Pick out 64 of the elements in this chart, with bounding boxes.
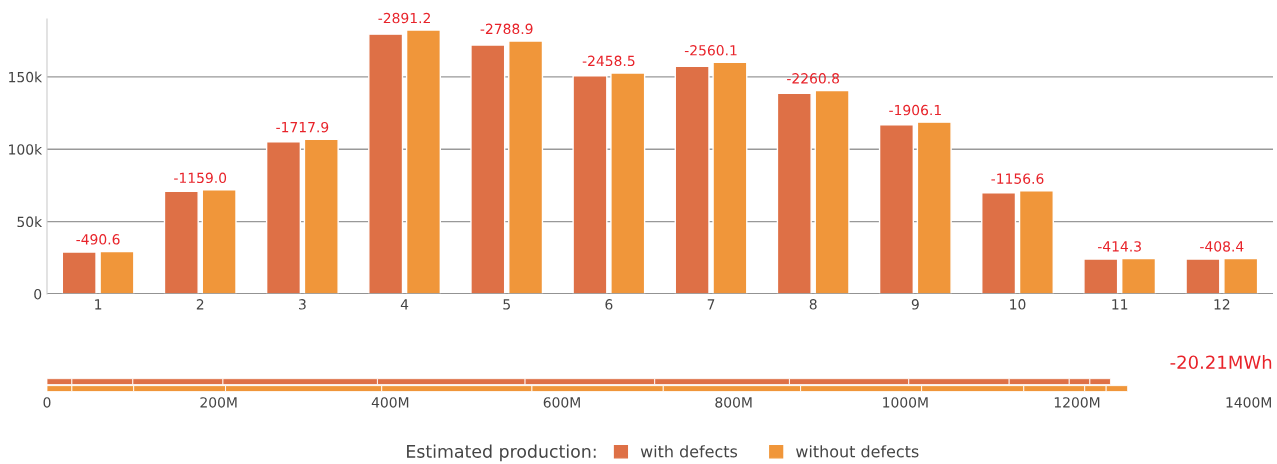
- annotation: -2788.9: [480, 23, 533, 35]
- bar: [814, 89, 850, 294]
- bar: [776, 92, 812, 294]
- legend-label: with defects: [640, 445, 738, 458]
- bar: [1083, 258, 1119, 294]
- annotation: -2260.8: [787, 73, 840, 84]
- legend-label: without defects: [796, 445, 919, 458]
- x-tick-label: 2: [196, 299, 204, 310]
- x-tick-label: 400M: [371, 397, 409, 408]
- x-tick-label: 1000M: [883, 397, 928, 408]
- bar: [674, 65, 710, 294]
- bar: [405, 29, 442, 294]
- bar: [1121, 257, 1157, 294]
- annotation: -1906.1: [889, 104, 941, 116]
- annotation: -2458.5: [582, 55, 635, 67]
- annotation: -490.6: [76, 234, 120, 245]
- bar: [1185, 258, 1221, 294]
- x-tick-label: 10: [1010, 299, 1026, 310]
- bar: [61, 251, 97, 294]
- annotation: -414.3: [1097, 241, 1141, 252]
- y-tick-label: 50k: [17, 216, 43, 228]
- bar: [712, 61, 748, 294]
- x-tick-label: 11: [1112, 299, 1128, 310]
- y-tick-label: 0: [34, 288, 42, 300]
- x-tick-label: 5: [503, 299, 510, 310]
- x-tick-label: 3: [299, 299, 306, 310]
- bar: [1018, 190, 1054, 294]
- x-tick-label: 8: [809, 299, 817, 310]
- annotation: -1717.9: [276, 121, 329, 133]
- annotation: -1156.6: [991, 173, 1044, 184]
- bar: [916, 121, 952, 294]
- bar: [99, 250, 135, 294]
- x-tick-label: 6: [605, 299, 613, 310]
- bar: [265, 141, 302, 294]
- annotation: -1159.0: [174, 172, 227, 184]
- bar: [470, 44, 506, 294]
- legend-title: Estimated production:: [407, 444, 596, 462]
- bar: [572, 75, 608, 294]
- bar: [163, 190, 199, 294]
- x-tick-label: 0: [43, 397, 51, 408]
- x-tick-label: 600M: [543, 397, 580, 408]
- bar: [201, 189, 237, 294]
- x-tick-label: 800M: [715, 397, 752, 408]
- x-tick-label: 12: [1214, 299, 1230, 310]
- bar: [303, 138, 339, 294]
- x-tick-label: 1200M: [1054, 397, 1100, 408]
- annotation: -2891.2: [378, 12, 430, 24]
- y-tick-label: 100k: [9, 143, 43, 155]
- bar: [981, 192, 1017, 294]
- bar: [610, 72, 646, 294]
- x-tick-label: 7: [707, 299, 715, 310]
- y-tick-label: 150k: [9, 71, 43, 83]
- bar: [878, 124, 915, 294]
- x-tick-label: 9: [911, 299, 919, 310]
- x-tick-label: 1400M: [1226, 397, 1271, 408]
- bar: [368, 33, 404, 294]
- annotation: -408.4: [1200, 241, 1244, 252]
- bar: [1223, 257, 1259, 294]
- annotation: -2560.1: [684, 45, 737, 56]
- text: -20.21MWh: [1170, 355, 1272, 370]
- x-tick-label: 200M: [200, 397, 237, 408]
- bar: [508, 40, 544, 294]
- x-tick-label: 4: [400, 299, 409, 310]
- x-tick-label: 1: [95, 299, 102, 310]
